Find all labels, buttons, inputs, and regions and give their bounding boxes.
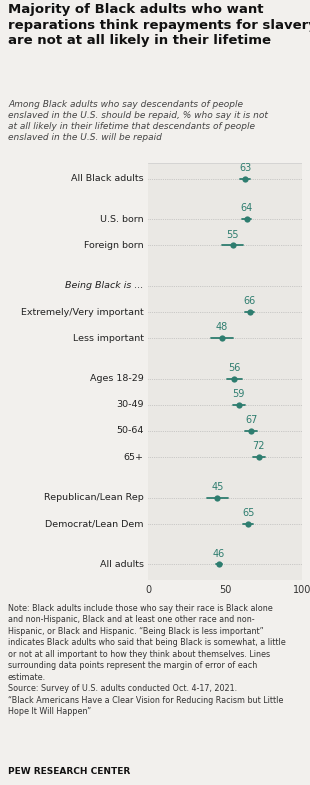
Text: Foreign born: Foreign born bbox=[84, 241, 144, 250]
Text: 48: 48 bbox=[216, 323, 228, 332]
Text: 63: 63 bbox=[239, 163, 251, 173]
Text: 72: 72 bbox=[253, 441, 265, 451]
Text: All Black adults: All Black adults bbox=[71, 174, 144, 183]
Text: U.S. born: U.S. born bbox=[100, 215, 144, 224]
Text: Among Black adults who say descendants of people
enslaved in the U.S. should be : Among Black adults who say descendants o… bbox=[8, 100, 268, 142]
Text: Democrat/Lean Dem: Democrat/Lean Dem bbox=[45, 520, 144, 528]
Text: 67: 67 bbox=[245, 415, 257, 425]
Text: Being Black is ...: Being Black is ... bbox=[65, 281, 144, 290]
Text: 50-64: 50-64 bbox=[116, 426, 144, 436]
Text: Extremely/Very important: Extremely/Very important bbox=[21, 308, 144, 316]
Text: 0: 0 bbox=[145, 585, 151, 595]
Text: 55: 55 bbox=[226, 229, 239, 239]
Text: Republican/Lean Rep: Republican/Lean Rep bbox=[44, 493, 144, 502]
Text: 30-49: 30-49 bbox=[116, 400, 144, 409]
Text: 56: 56 bbox=[228, 363, 241, 373]
Text: 45: 45 bbox=[211, 482, 224, 492]
Text: 64: 64 bbox=[241, 203, 253, 214]
Text: Less important: Less important bbox=[73, 334, 144, 343]
Text: PEW RESEARCH CENTER: PEW RESEARCH CENTER bbox=[8, 767, 130, 776]
Text: Note: Black adults include those who say their race is Black alone
and non-Hispa: Note: Black adults include those who say… bbox=[8, 604, 286, 716]
Text: All adults: All adults bbox=[100, 560, 144, 569]
Text: 65: 65 bbox=[242, 508, 254, 518]
Text: Ages 18-29: Ages 18-29 bbox=[90, 374, 144, 383]
Text: 46: 46 bbox=[213, 549, 225, 559]
Text: 100: 100 bbox=[293, 585, 310, 595]
Text: 50: 50 bbox=[219, 585, 231, 595]
Text: 59: 59 bbox=[233, 389, 245, 399]
Text: Majority of Black adults who want
reparations think repayments for slavery
are n: Majority of Black adults who want repara… bbox=[8, 3, 310, 47]
Text: 65+: 65+ bbox=[124, 453, 144, 462]
Text: 66: 66 bbox=[244, 296, 256, 306]
